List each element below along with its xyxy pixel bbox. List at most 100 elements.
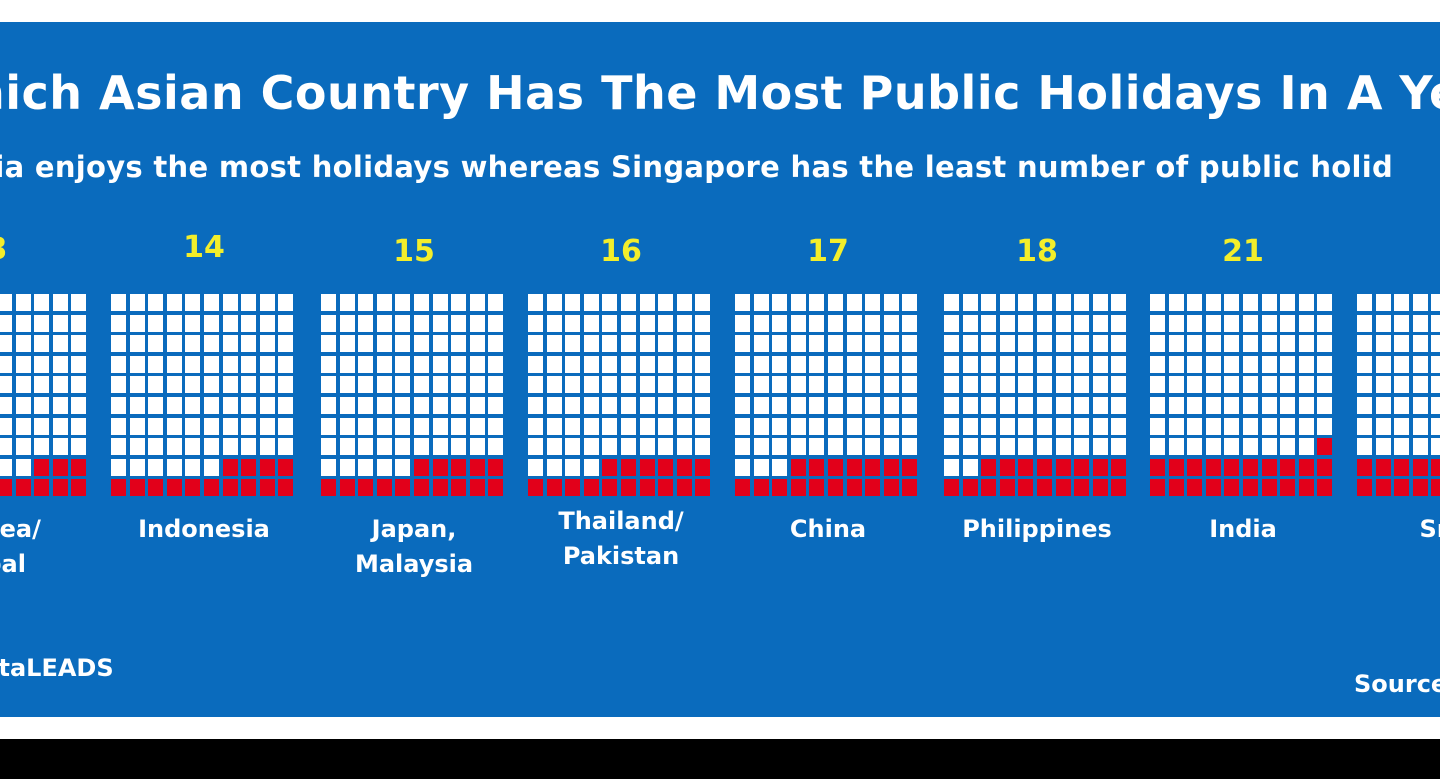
holiday-cell-filled: [1298, 479, 1314, 497]
holiday-cell-empty: [339, 458, 355, 476]
holiday-cell-empty: [376, 438, 392, 456]
holiday-cell-empty: [1055, 355, 1071, 373]
holiday-cell-empty: [1205, 294, 1221, 311]
holiday-cell-empty: [602, 355, 618, 373]
holiday-cell-empty: [902, 335, 918, 353]
holiday-cell-empty: [432, 376, 448, 394]
holiday-cell-empty: [846, 376, 862, 394]
holiday-cell-empty: [358, 417, 374, 435]
holiday-cell-filled: [1431, 479, 1440, 497]
holiday-cell-empty: [204, 376, 219, 394]
holiday-cell-empty: [148, 294, 164, 311]
holiday-cell-filled: [1168, 479, 1184, 497]
holiday-cell-empty: [546, 355, 562, 373]
holiday-cell-empty: [451, 438, 467, 456]
holiday-cell-empty: [1375, 355, 1391, 373]
holiday-cell-empty: [1431, 397, 1440, 414]
holiday-cell-empty: [1261, 438, 1277, 456]
holiday-cell-empty: [259, 314, 275, 332]
holiday-cell-empty: [1224, 335, 1240, 353]
holiday-cell-empty: [204, 294, 219, 311]
holiday-cell-empty: [1224, 376, 1240, 394]
source-label: Source: [1354, 670, 1440, 698]
holiday-cell-empty: [469, 335, 485, 353]
holiday-cell-empty: [1431, 355, 1440, 373]
holiday-cell-filled: [828, 479, 843, 497]
holiday-cell-empty: [1261, 335, 1277, 353]
holiday-cell-empty: [883, 397, 899, 414]
holiday-cell-filled: [981, 458, 997, 476]
holiday-cell-empty: [395, 438, 411, 456]
holiday-cell-empty: [204, 314, 219, 332]
holiday-cell-empty: [204, 417, 219, 435]
holiday-cell-empty: [1280, 438, 1296, 456]
holiday-cell-empty: [129, 294, 145, 311]
holiday-cell-empty: [241, 376, 257, 394]
holiday-cell-empty: [469, 294, 485, 311]
holiday-cell-filled: [944, 479, 959, 497]
holiday-cell-filled: [1150, 479, 1165, 497]
holiday-cell-empty: [241, 417, 257, 435]
holiday-cell-empty: [71, 397, 87, 414]
value-label-indonesia: 14: [183, 230, 225, 265]
holiday-cell-empty: [259, 335, 275, 353]
holiday-cell-empty: [432, 355, 448, 373]
holiday-cell-empty: [432, 335, 448, 353]
holiday-cell-empty: [999, 376, 1015, 394]
holiday-cell-empty: [222, 438, 238, 456]
holiday-cell-empty: [999, 294, 1015, 311]
holiday-cell-empty: [1150, 294, 1165, 311]
holiday-cell-empty: [1412, 294, 1428, 311]
holiday-cell-filled: [1074, 458, 1090, 476]
holiday-cell-empty: [321, 438, 336, 456]
category-label-sri-l: Sri L: [1419, 515, 1440, 543]
holiday-cell-filled: [846, 458, 862, 476]
holiday-cell-empty: [0, 376, 12, 394]
holiday-cell-empty: [735, 376, 750, 394]
holiday-cell-empty: [414, 335, 429, 353]
holiday-cell-empty: [432, 438, 448, 456]
holiday-cell-empty: [753, 355, 769, 373]
holiday-cell-empty: [451, 314, 467, 332]
holiday-cell-empty: [469, 397, 485, 414]
holiday-cell-empty: [1224, 294, 1240, 311]
category-label-japan-malaysia: Japan, Malaysia: [354, 515, 474, 578]
holiday-cell-empty: [111, 355, 126, 373]
holiday-cell-empty: [432, 397, 448, 414]
holiday-cell-filled: [1357, 479, 1372, 497]
holiday-cell-empty: [1018, 397, 1034, 414]
holiday-cell-empty: [259, 376, 275, 394]
holiday-cell-filled: [902, 479, 918, 497]
holiday-cell-empty: [753, 335, 769, 353]
holiday-cell-empty: [1317, 314, 1333, 332]
holiday-cell-empty: [962, 294, 978, 311]
holiday-cell-empty: [1018, 294, 1034, 311]
holiday-cell-empty: [451, 376, 467, 394]
holiday-cell-empty: [376, 458, 392, 476]
holiday-cell-empty: [321, 294, 336, 311]
holiday-cell-empty: [846, 417, 862, 435]
holiday-cell-filled: [1187, 458, 1203, 476]
holiday-cell-empty: [621, 335, 636, 353]
holiday-cell-empty: [1168, 397, 1184, 414]
holiday-cell-filled: [1298, 458, 1314, 476]
holiday-cell-empty: [828, 397, 843, 414]
holiday-cell-empty: [1187, 314, 1203, 332]
holiday-cell-empty: [565, 294, 581, 311]
holiday-cell-filled: [0, 479, 12, 497]
holiday-cell-empty: [1375, 417, 1391, 435]
holiday-cell-empty: [1280, 417, 1296, 435]
holiday-cell-empty: [469, 438, 485, 456]
holiday-cell-empty: [432, 294, 448, 311]
holiday-cell-empty: [1168, 314, 1184, 332]
holiday-cell-empty: [1187, 397, 1203, 414]
holiday-cell-empty: [546, 458, 562, 476]
holiday-cell-empty: [1357, 376, 1372, 394]
holiday-cell-empty: [15, 294, 31, 311]
holiday-cell-empty: [772, 355, 788, 373]
value-label-india: 21: [1222, 234, 1264, 269]
holiday-cell-filled: [1037, 479, 1052, 497]
holiday-cell-empty: [34, 335, 50, 353]
holiday-cell-empty: [1431, 335, 1440, 353]
waffle-grid-korea-epal: [0, 294, 90, 502]
